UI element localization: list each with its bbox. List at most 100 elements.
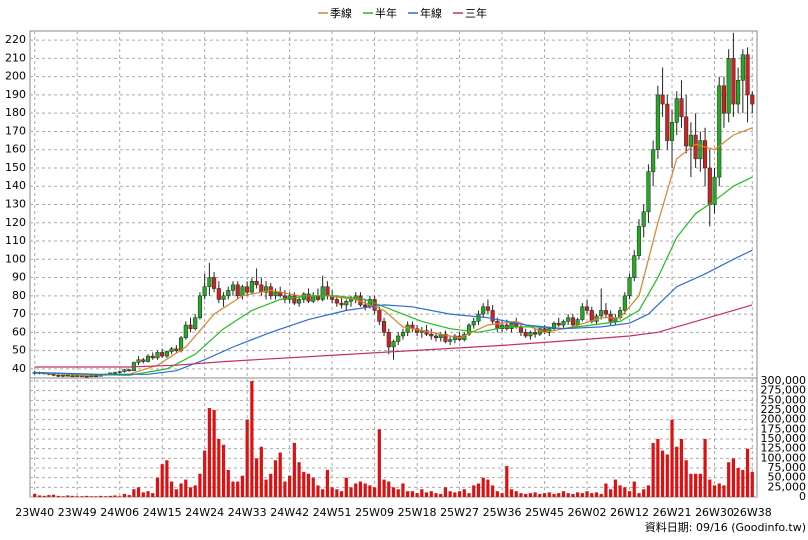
candle-body — [641, 211, 646, 227]
volume-bar — [415, 493, 419, 497]
volume-bar — [283, 481, 287, 497]
volume-tick-label: 75,000 — [768, 461, 807, 474]
volume-bar — [552, 493, 556, 497]
volume-bar — [519, 493, 523, 497]
volume-bar — [476, 483, 481, 497]
candle-body — [188, 324, 193, 329]
y-tick-label: 60 — [12, 325, 26, 338]
volume-bar — [462, 489, 466, 497]
y-tick-label: 150 — [5, 161, 26, 174]
candle-body — [145, 355, 151, 362]
candle-body — [122, 369, 127, 372]
volume-bar — [103, 496, 108, 497]
candle-body — [221, 295, 226, 300]
candle-body — [717, 85, 722, 178]
candle-body — [212, 277, 217, 289]
volume-bar — [665, 454, 669, 497]
volume-bar — [325, 469, 330, 497]
x-tick-label: 26W02 — [568, 506, 607, 519]
candle-body — [141, 359, 146, 362]
candle-body — [523, 332, 528, 337]
volume-bar — [42, 495, 46, 497]
volume-bar — [118, 496, 122, 497]
candle-body — [377, 310, 382, 322]
volume-bar — [113, 495, 117, 497]
volume-bar — [514, 491, 518, 497]
candle-body — [254, 280, 259, 286]
volume-bar — [151, 493, 155, 497]
legend-label: 半年 — [375, 6, 397, 20]
y-tick-label: 170 — [5, 124, 26, 137]
volume-bar — [642, 489, 646, 497]
volume-bar — [712, 485, 717, 497]
candle-body — [136, 359, 141, 363]
volume-bar — [495, 491, 499, 497]
volume-bar — [259, 446, 263, 497]
footnote: 資料日期: 09/16 (Goodinfo.tw) — [645, 520, 806, 534]
volume-bar — [33, 493, 37, 497]
candle-body — [599, 310, 604, 317]
volume-bar — [731, 458, 735, 497]
volume-bar — [188, 487, 193, 497]
candle-body — [556, 322, 561, 326]
x-tick-label: 25W36 — [483, 506, 522, 519]
volume-bar — [524, 493, 528, 497]
candle-body — [155, 352, 160, 359]
volume-bar — [335, 489, 339, 497]
candle-body — [382, 321, 387, 333]
volume-bar — [509, 489, 514, 497]
candle-body — [533, 332, 538, 335]
volume-bar — [675, 446, 679, 497]
volume-bar — [108, 495, 112, 497]
candle-body — [448, 339, 453, 342]
candle-body — [495, 321, 500, 329]
volume-bar — [179, 483, 183, 497]
volume-bar — [217, 439, 221, 497]
volume-bar — [297, 462, 301, 497]
candle-body — [651, 149, 656, 172]
volume-tick-label: 250,000 — [761, 393, 807, 406]
candle-body — [627, 277, 632, 297]
volume-bar — [221, 444, 226, 497]
volume-bar — [396, 489, 400, 497]
candle-body — [216, 288, 221, 300]
candle-body — [476, 313, 481, 322]
volume-bar — [481, 477, 485, 497]
x-tick-label: 25W18 — [398, 506, 437, 519]
x-tick-label: 25W45 — [525, 506, 564, 519]
candle-body — [396, 335, 401, 342]
volume-bar — [321, 489, 325, 497]
volume-bar — [212, 410, 216, 497]
candle-body — [561, 321, 566, 326]
candle-body — [698, 140, 703, 160]
volume-bar — [467, 493, 471, 497]
y-tick-label: 210 — [5, 51, 26, 64]
volume-bar — [99, 495, 103, 497]
volume-bar — [373, 487, 377, 497]
volume-bar — [146, 491, 150, 497]
volume-bar — [339, 491, 344, 497]
volume-bar — [542, 493, 547, 497]
volume-bar — [434, 493, 438, 497]
candle-body — [570, 317, 575, 326]
candle-body — [174, 348, 179, 351]
candle-body — [405, 324, 410, 333]
volume-bar — [580, 493, 584, 497]
volume-tick-label: 225,000 — [761, 403, 807, 416]
volume-bar — [236, 481, 240, 497]
plot-frame — [29, 30, 758, 498]
candle-body — [585, 306, 590, 311]
legend-label: 季線 — [330, 6, 352, 20]
candle-body — [632, 255, 637, 278]
volume-bar — [382, 479, 386, 497]
volume-bar — [472, 485, 476, 497]
volume-bar — [254, 458, 259, 497]
volume-bar — [613, 479, 617, 497]
volume-bar — [127, 495, 131, 497]
volume-bar — [288, 475, 292, 497]
candle-body — [731, 58, 736, 105]
volume-tick-label: 275,000 — [761, 384, 807, 397]
candle-body — [580, 306, 585, 320]
candle-body — [51, 374, 56, 376]
